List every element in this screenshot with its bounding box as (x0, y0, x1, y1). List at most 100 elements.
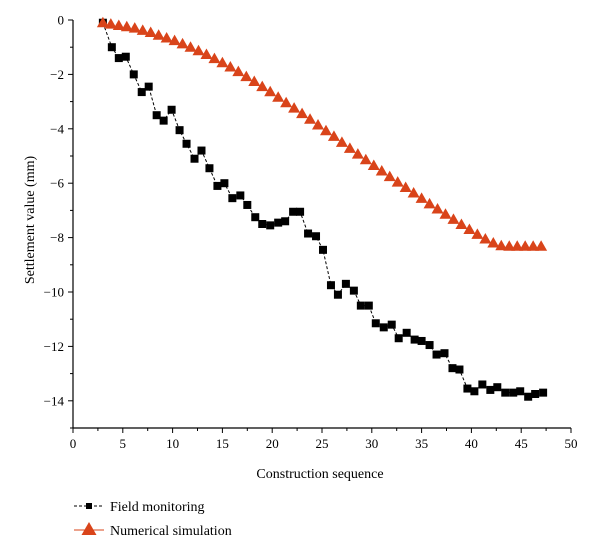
field-monitoring-point (394, 334, 403, 343)
numerical-simulation-point (136, 24, 149, 35)
legend-item-numerical-simulation: Numerical simulation (74, 522, 232, 539)
field-monitoring-point (121, 52, 130, 61)
field-monitoring-point (440, 349, 449, 358)
x-tick-label: 5 (120, 436, 127, 451)
field-monitoring-point (341, 279, 350, 288)
field-monitoring-point (190, 154, 199, 163)
numerical-simulation-point (152, 29, 165, 40)
numerical-simulation-point (463, 223, 476, 234)
field-monitoring-point (387, 320, 396, 329)
field-monitoring-point (486, 385, 495, 394)
numerical-simulation-point (511, 240, 524, 251)
x-tick-label: 45 (515, 436, 528, 451)
field-monitoring-point (167, 105, 176, 114)
field-monitoring-point (228, 194, 237, 203)
field-monitoring-point (114, 54, 123, 63)
field-monitoring-point (251, 213, 260, 222)
x-tick-label: 15 (216, 436, 229, 451)
numerical-simulation-point (168, 34, 181, 46)
numerical-simulation-point (264, 85, 277, 97)
x-tick-label: 10 (166, 436, 179, 451)
x-tick-label: 0 (70, 436, 77, 451)
numerical-simulation-point (367, 159, 380, 171)
field-monitoring-point (417, 336, 426, 345)
field-monitoring-point (312, 232, 321, 241)
field-monitoring-point (470, 387, 479, 396)
numerical-simulation-point (120, 20, 133, 32)
numerical-simulation-point (256, 80, 269, 92)
field-monitoring-point (402, 328, 411, 337)
numerical-simulation-point (296, 107, 309, 119)
field-monitoring-point (509, 388, 518, 397)
numerical-simulation-point (319, 124, 332, 136)
numerical-simulation-point (192, 44, 205, 56)
numerical-simulation-point (447, 213, 460, 224)
field-monitoring-point (349, 286, 358, 295)
field-monitoring-point (236, 191, 245, 200)
x-tick-label: 35 (415, 436, 428, 451)
numerical-simulation-point (487, 237, 500, 248)
field-monitoring-point (304, 229, 313, 238)
numerical-simulation-point (423, 197, 436, 209)
numerical-simulation-point (335, 136, 348, 147)
numerical-simulation-point (160, 31, 173, 43)
numerical-simulation-point (280, 96, 293, 108)
field-monitoring-point (137, 88, 146, 97)
field-monitoring-point (531, 390, 540, 398)
numerical-simulation-point (407, 186, 420, 198)
field-monitoring-point (448, 364, 457, 373)
x-axis-title: Construction sequence (256, 467, 383, 482)
numerical-simulation-point (503, 240, 516, 251)
numerical-simulation-point (471, 228, 484, 239)
field-monitoring-point (501, 388, 510, 397)
field-monitoring-point (274, 218, 283, 227)
x-tick-label: 40 (465, 436, 478, 451)
numerical-simulation-point (304, 113, 317, 124)
field-monitoring-point (356, 301, 365, 310)
numerical-simulation-point (415, 192, 428, 203)
y-tick-label: −2 (50, 67, 64, 82)
legend-num-marker (81, 522, 97, 535)
field-monitoring-point (152, 111, 161, 120)
field-monitoring-point (144, 82, 153, 91)
legend-field-label: Field monitoring (110, 500, 205, 515)
field-monitoring-point (281, 217, 290, 226)
field-monitoring-point (463, 384, 472, 393)
series-numerical-simulation (96, 16, 548, 251)
numerical-simulation-point (391, 176, 404, 187)
numerical-simulation-point (399, 181, 412, 193)
numerical-simulation-point (224, 61, 237, 72)
y-tick-label: −14 (44, 393, 65, 408)
numerical-simulation-point (343, 142, 356, 153)
numerical-simulation-point (375, 164, 388, 176)
y-tick-label: −12 (44, 339, 64, 354)
numerical-simulation-point (232, 65, 245, 77)
x-axis-ticks: 0 5 10 15 20 25 30 35 40 45 50 (70, 428, 578, 451)
plot-area (72, 20, 571, 429)
legend: Field monitoring Numerical simulation (74, 500, 232, 539)
field-monitoring-point (524, 392, 533, 401)
field-monitoring-point (220, 179, 229, 188)
field-monitoring-point (410, 335, 419, 344)
numerical-simulation-point (112, 19, 125, 30)
field-monitoring-line (102, 22, 544, 398)
numerical-simulation-point (519, 240, 532, 251)
field-monitoring-point (326, 281, 335, 290)
numerical-simulation-point (240, 70, 253, 82)
numerical-simulation-point (208, 52, 221, 64)
numerical-simulation-point (200, 48, 213, 60)
field-monitoring-point (539, 388, 548, 397)
field-monitoring-point (266, 221, 275, 230)
numerical-simulation-point (431, 203, 444, 214)
field-monitoring-point (516, 387, 525, 396)
numerical-simulation-point (96, 16, 109, 28)
numerical-simulation-point (104, 18, 117, 29)
numerical-simulation-point (359, 153, 372, 165)
numerical-simulation-point (176, 37, 189, 49)
numerical-simulation-point (128, 22, 141, 33)
y-tick-label: −4 (50, 121, 64, 136)
field-monitoring-point (258, 220, 267, 228)
x-tick-label: 30 (365, 436, 378, 451)
numerical-simulation-point (184, 41, 197, 52)
numerical-simulation-point (312, 118, 325, 130)
